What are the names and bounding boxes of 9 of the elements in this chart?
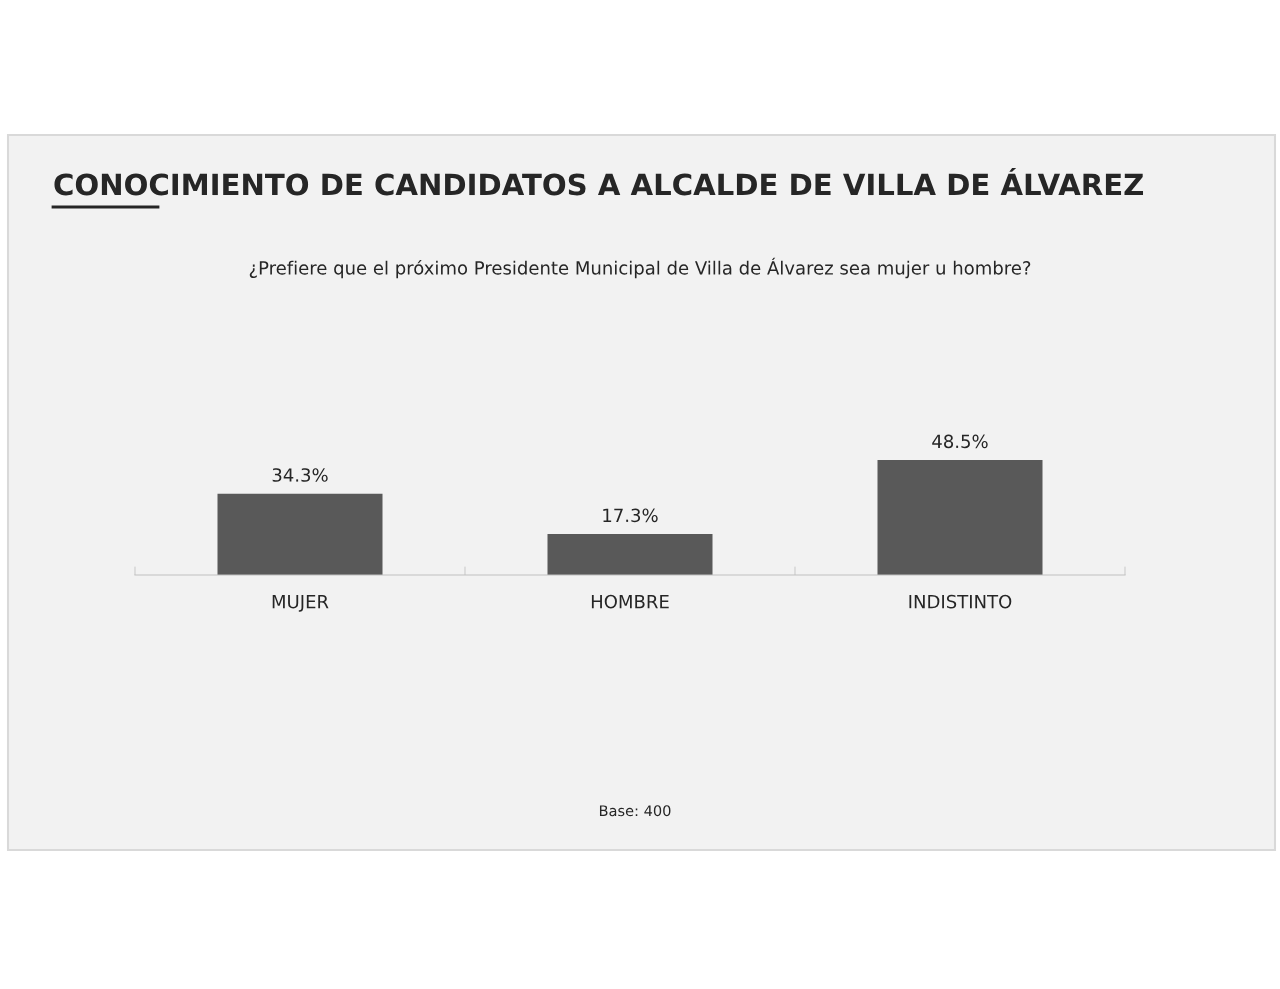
x-tick-label: INDISTINTO [909,594,1012,609]
data-label: 34.3% [272,468,328,482]
chart-title: CONOCIMIENTO DE CANDIDATOS A ALCALDE DE VILLA DE ÁLVAREZ [54,168,1144,196]
text: Base: 400 [599,805,671,817]
data-label: 17.3% [603,508,658,523]
x-tick-label: HOMBRE [591,594,669,609]
chart-subtitle: ¿Prefiere que el próximo Presidente Municipal de Villa de Álvarez sea mujer u hombre? [249,257,1031,279]
x-tick-label: MUJER [272,595,329,612]
data-label: 48.5% [932,434,988,449]
